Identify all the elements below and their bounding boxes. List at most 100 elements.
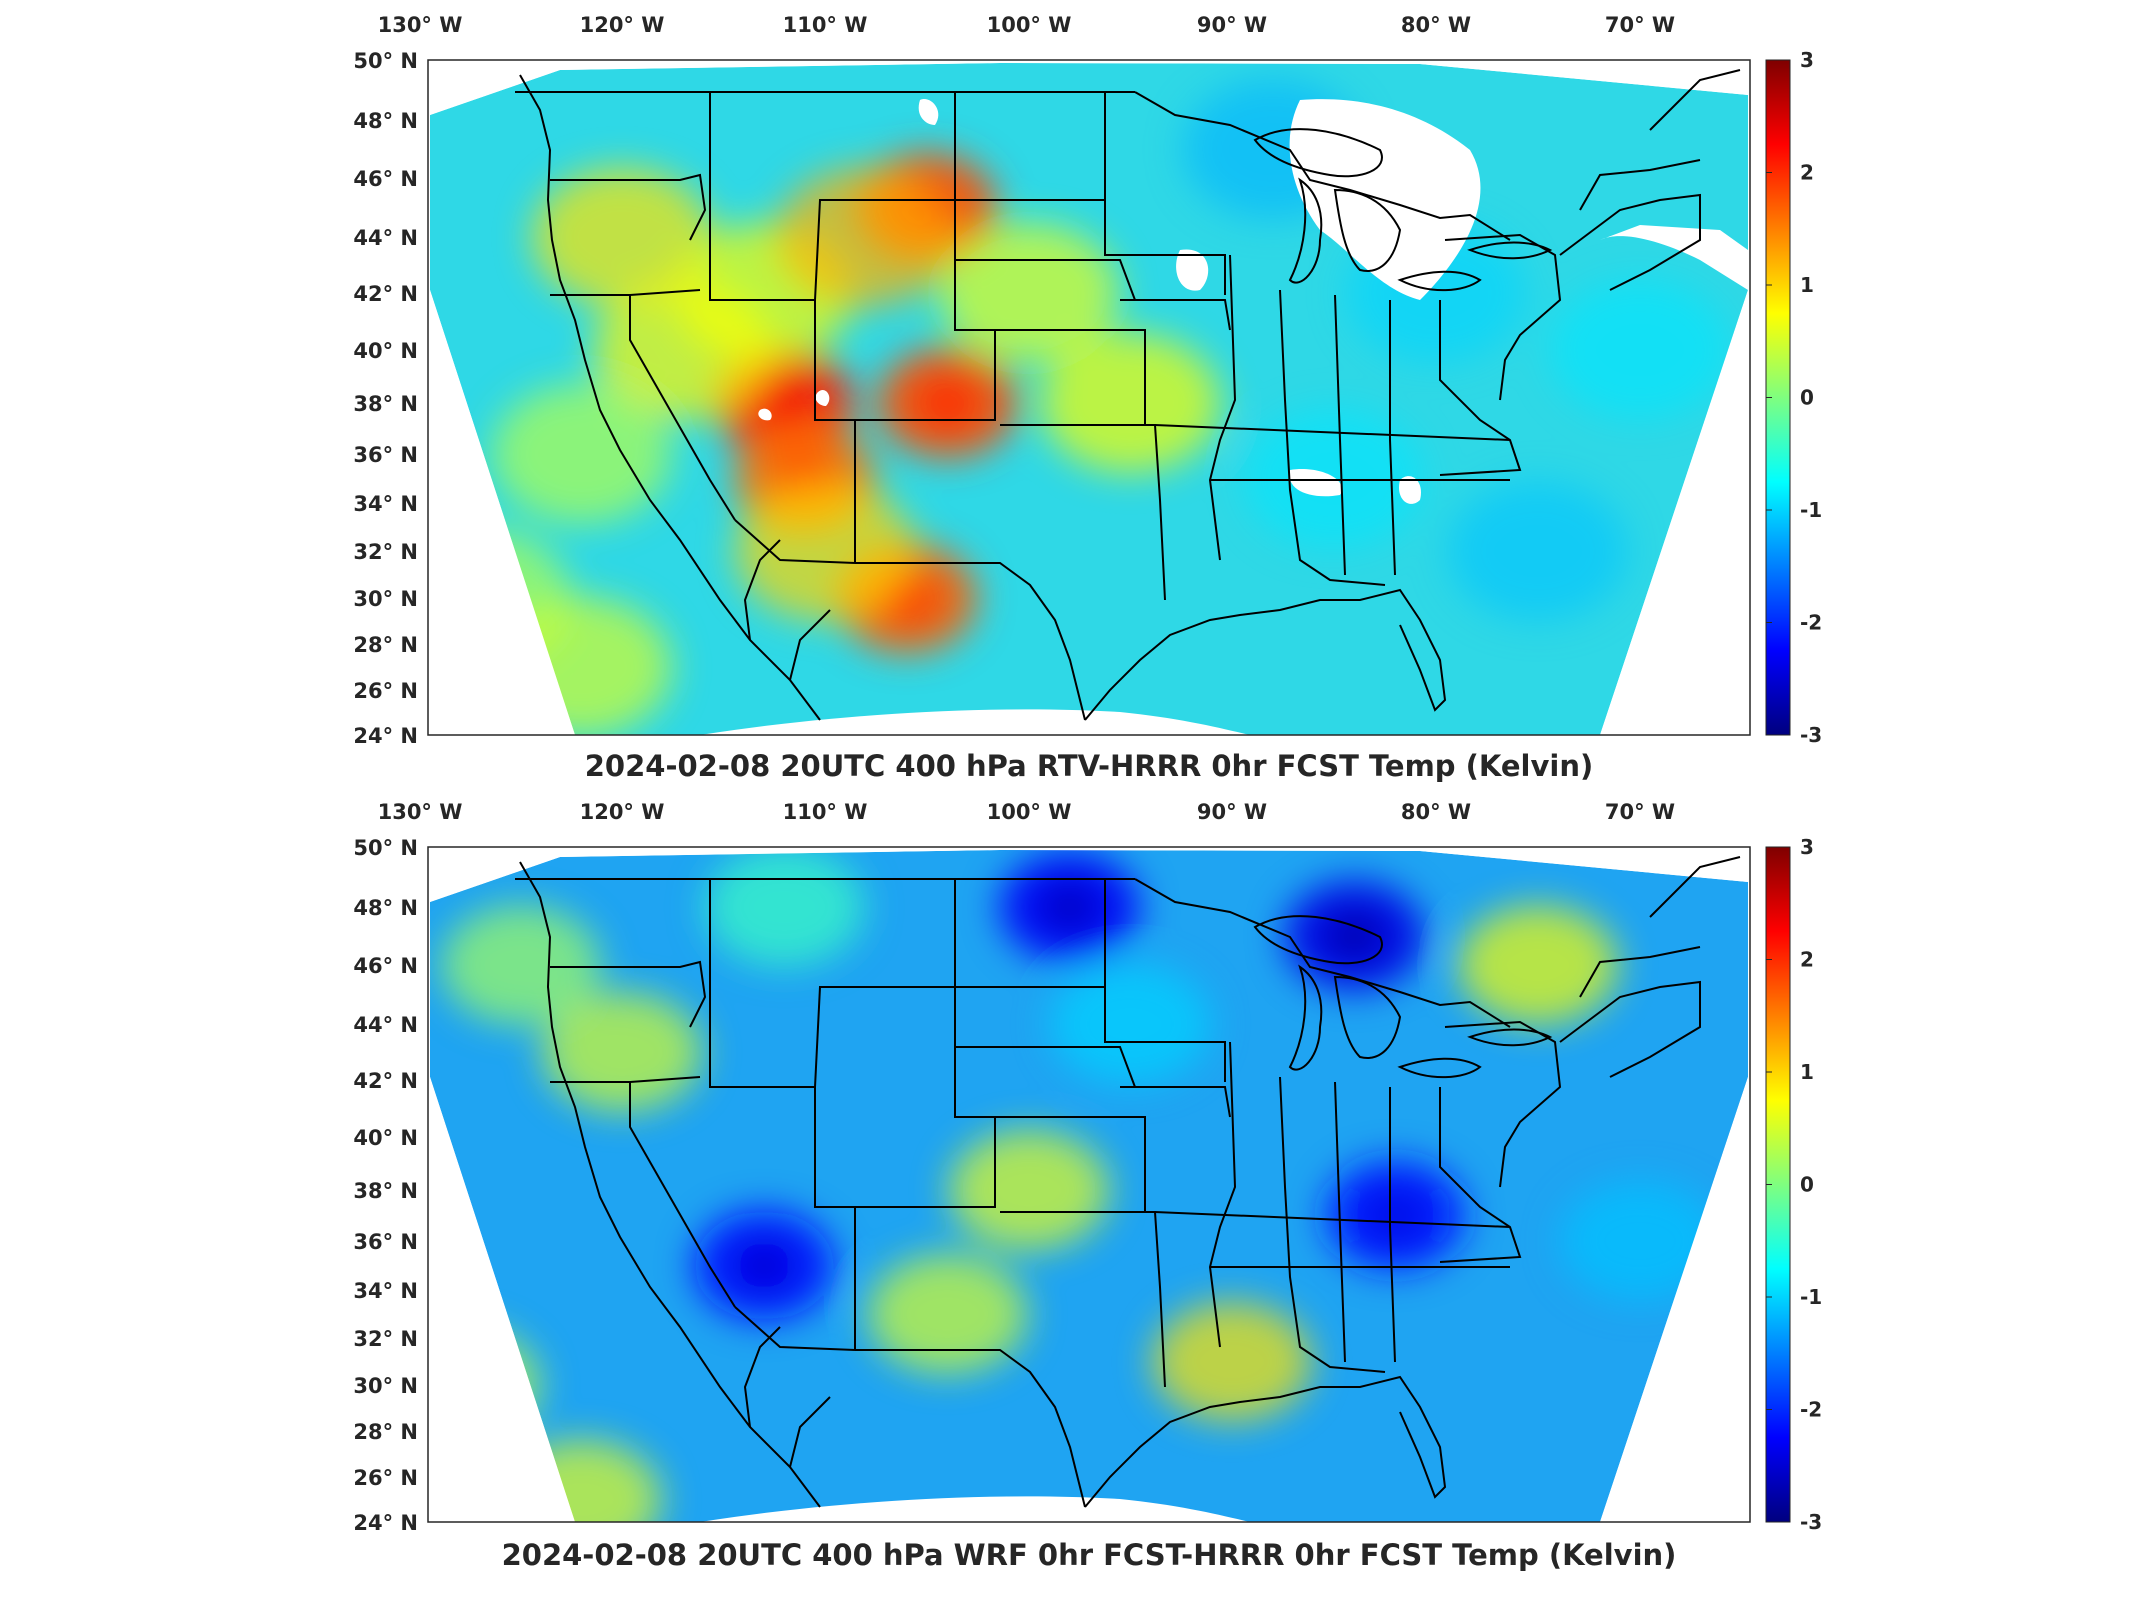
border-line (743, 1326, 781, 1428)
colorbar-tick-label: -2 (1800, 611, 1822, 635)
colorbar-tick-label: 3 (1800, 48, 1814, 72)
lon-tick-label: 100° W (987, 13, 1072, 37)
border-line (1579, 159, 1701, 211)
border-line (1279, 289, 1386, 586)
field-shade (735, 481, 915, 621)
border-line (550, 173, 707, 241)
map-axes-frame (427, 846, 1751, 1523)
colorbar-tick-label: -1 (1800, 498, 1822, 522)
border-line (1389, 300, 1396, 576)
longitude-labels: 130° W 120° W 110° W 100° W 90° W 80° W 70° W (378, 800, 1676, 824)
lat-tick-label: 30° N (353, 587, 418, 611)
border-line (1444, 233, 1562, 401)
border-line (629, 295, 736, 521)
border-line (1104, 987, 1226, 1082)
border-line (1439, 300, 1522, 476)
field-shade (532, 167, 712, 307)
anomaly-core (736, 1243, 793, 1288)
lon-tick-label: 70° W (1605, 13, 1675, 37)
lat-tick-label: 38° N (353, 392, 418, 416)
southern-edge (700, 1496, 1250, 1522)
border-line (1208, 1041, 1237, 1348)
map-panel-wrf-hrrr: 130° W 120° W 110° W 100° W 90° W 80° W 70° W … (353, 800, 1822, 1572)
colorbar-tick-label: 1 (1800, 1060, 1814, 1084)
border-line (1559, 980, 1701, 1078)
colorbar: 3 2 1 0 -1 -2 -3 (1765, 835, 1822, 1534)
border-line (1084, 588, 1447, 721)
border-line (1334, 294, 1346, 576)
border-line (1397, 1057, 1482, 1079)
southern-edge (700, 709, 1250, 735)
lat-tick-label: 32° N (353, 540, 418, 564)
field-shade (1050, 964, 1211, 1084)
border-line (1253, 915, 1383, 965)
colorbar-tick-label: 0 (1800, 1173, 1814, 1197)
lat-tick-label: 32° N (353, 1327, 418, 1351)
lon-tick-label: 90° W (1197, 800, 1267, 824)
lon-tick-label: 130° W (378, 13, 463, 37)
lat-tick-label: 26° N (353, 1466, 418, 1490)
lon-tick-label: 70° W (1605, 800, 1675, 824)
lat-tick-label: 28° N (353, 1420, 418, 1444)
border-line (1467, 1028, 1553, 1047)
border-line (1279, 1076, 1386, 1373)
border-line (1134, 878, 1511, 1028)
border-line (1397, 270, 1482, 292)
border-line (1253, 128, 1383, 178)
lat-tick-label: 26° N (353, 679, 418, 703)
lat-tick-label: 36° N (353, 443, 418, 467)
panel-title: 2024-02-08 20UTC 400 hPa WRF 0hr FCST-HR… (502, 1538, 1677, 1572)
anomaly-core (1367, 1193, 1424, 1238)
border-line (1084, 1375, 1447, 1508)
border-line (995, 329, 1146, 425)
border-line (814, 300, 856, 563)
lat-tick-label: 42° N (353, 1069, 418, 1093)
border-line (629, 1082, 736, 1308)
temperature-field (428, 60, 1750, 735)
lat-tick-label: 44° N (353, 226, 418, 250)
border-line (1104, 200, 1226, 295)
map-panel-rtv-hrrr: 130° W 120° W 110° W 100° W 90° W 80° W 70° W … (353, 13, 1822, 783)
border-line (1439, 1087, 1522, 1263)
field-shade (867, 1254, 1028, 1374)
border-line (519, 74, 821, 721)
border-line (995, 1116, 1146, 1212)
border-line (955, 1046, 1136, 1088)
border-line (1559, 193, 1701, 291)
border-line (855, 562, 1086, 721)
border-line (1000, 424, 1166, 601)
colorbar-tick-label: 2 (1800, 948, 1814, 972)
lat-tick-label: 44° N (353, 1013, 418, 1037)
border-line (1154, 424, 1511, 441)
border-line (743, 539, 781, 641)
border-line (855, 1349, 1086, 1508)
lat-tick-label: 46° N (353, 954, 418, 978)
border-line (734, 1306, 856, 1351)
lat-tick-label: 50° N (353, 836, 418, 860)
lon-tick-label: 90° W (1197, 13, 1267, 37)
border-line (1649, 69, 1741, 131)
field-shade (1550, 280, 1730, 420)
border-line (1288, 964, 1323, 1071)
field-shade (1560, 1181, 1720, 1301)
border-line (519, 861, 821, 1508)
lat-tick-label: 50° N (353, 49, 418, 73)
colorbar-tick-label: 1 (1800, 273, 1814, 297)
temperature-field (428, 847, 1750, 1522)
colorbar-tick-label: 3 (1800, 835, 1814, 859)
lon-tick-label: 80° W (1401, 800, 1471, 824)
state-borders (515, 69, 1741, 721)
lat-tick-label: 40° N (353, 339, 418, 363)
border-line (1444, 1020, 1562, 1188)
colorbar-tick-label: 2 (1800, 161, 1814, 185)
field-shade (441, 905, 601, 1025)
lat-tick-label: 34° N (353, 492, 418, 516)
field-shade (542, 992, 702, 1112)
border-line (1208, 254, 1237, 561)
border-line (814, 1087, 856, 1350)
lon-tick-label: 80° W (1401, 13, 1471, 37)
lat-tick-label: 40° N (353, 1126, 418, 1150)
border-line (1334, 1081, 1346, 1363)
lat-tick-label: 46° N (353, 167, 418, 191)
border-line (955, 259, 1136, 301)
